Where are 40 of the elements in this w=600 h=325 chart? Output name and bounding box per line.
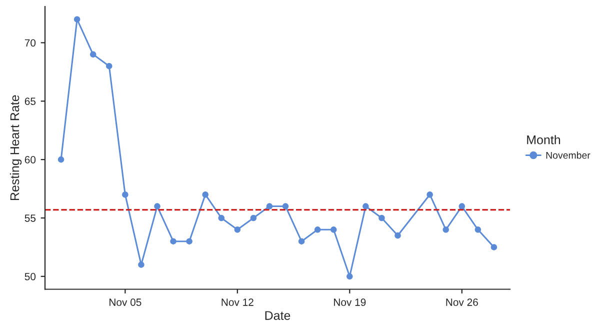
x-axis-title: Date bbox=[265, 311, 290, 320]
y-axis-title: Resting Heart Rate bbox=[10, 95, 22, 200]
x-tick-label: Nov 05 bbox=[110, 298, 142, 306]
legend-title: Month bbox=[527, 135, 560, 144]
point bbox=[202, 191, 208, 198]
point bbox=[314, 226, 321, 233]
point bbox=[394, 232, 401, 239]
y-tick-label: 60 bbox=[24, 156, 36, 164]
point bbox=[474, 226, 482, 233]
x-tick-label: Nov 19 bbox=[334, 298, 366, 306]
point bbox=[234, 226, 241, 233]
point bbox=[154, 203, 160, 210]
x-tick-label: Nov 12 bbox=[222, 298, 254, 306]
y-tick-label: 65 bbox=[24, 98, 36, 106]
y-tick-label: 70 bbox=[24, 39, 36, 47]
point bbox=[138, 262, 144, 268]
point bbox=[58, 156, 64, 163]
point bbox=[298, 238, 305, 244]
point bbox=[490, 244, 498, 250]
point bbox=[74, 16, 80, 22]
point bbox=[362, 203, 369, 210]
point bbox=[266, 203, 273, 210]
point bbox=[346, 273, 353, 280]
point bbox=[282, 203, 289, 210]
point bbox=[218, 214, 225, 222]
x-tick-label: Nov 26 bbox=[446, 298, 478, 306]
legend-label: November bbox=[546, 152, 590, 159]
point bbox=[442, 226, 449, 233]
point bbox=[426, 191, 433, 198]
point bbox=[122, 191, 128, 198]
y-tick-label: 55 bbox=[24, 214, 36, 222]
point bbox=[458, 203, 466, 210]
y-tick-label: 50 bbox=[24, 272, 36, 280]
point bbox=[170, 238, 176, 244]
point bbox=[330, 226, 337, 233]
point bbox=[186, 238, 192, 244]
point bbox=[250, 214, 257, 222]
point bbox=[90, 51, 96, 58]
point bbox=[106, 62, 112, 70]
point bbox=[378, 214, 385, 222]
